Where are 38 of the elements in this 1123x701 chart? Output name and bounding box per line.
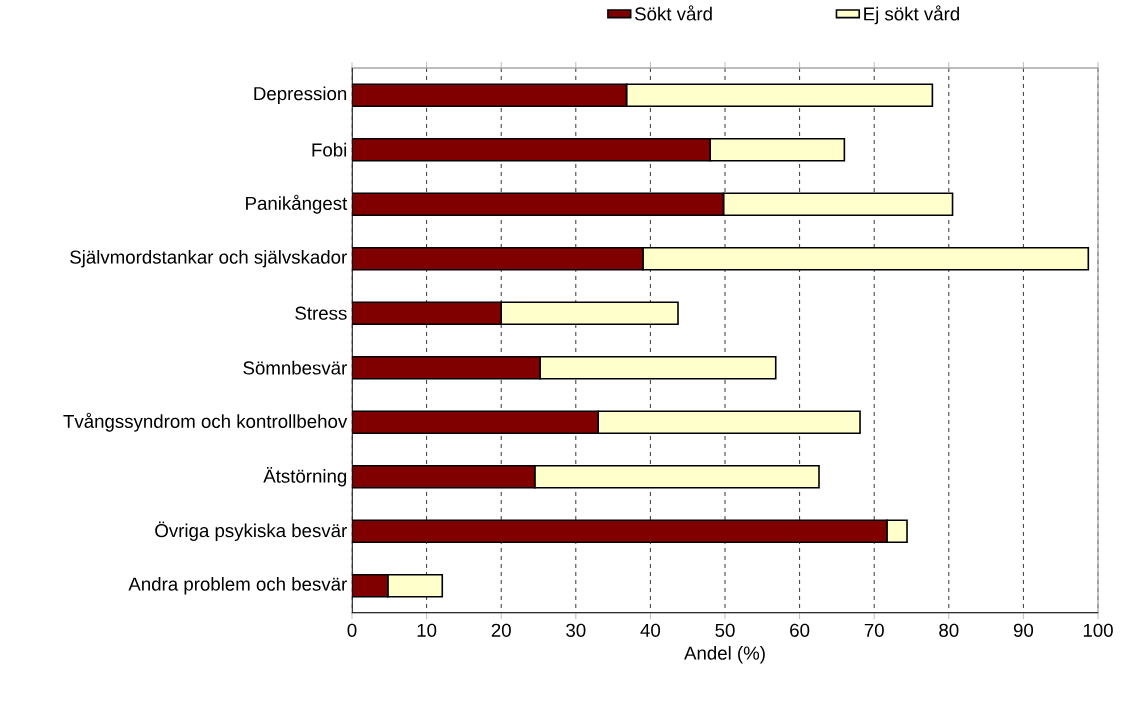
bar — [352, 83, 628, 108]
bar — [352, 246, 644, 271]
x-tick-label: 10 — [417, 623, 437, 637]
x-tick-label: 90 — [1013, 623, 1034, 637]
bar — [533, 464, 820, 489]
y-tick-label: Fobi — [312, 142, 347, 157]
bar — [500, 301, 679, 326]
bar — [352, 519, 888, 544]
bar — [539, 355, 777, 380]
x-tick-label: 80 — [939, 623, 959, 637]
x-tick-label: 20 — [491, 623, 511, 637]
bar — [352, 410, 599, 435]
y-tick-label: Stress — [295, 306, 347, 320]
bar — [597, 410, 861, 435]
x-axis-title: Andel (%) — [684, 646, 765, 664]
y-tick-label: Andra problem och besvär — [128, 577, 347, 595]
bar — [352, 301, 502, 326]
x-tick-label: 40 — [640, 623, 661, 637]
y-tick-label: Depression — [254, 86, 347, 104]
x-tick-label: 0 — [347, 623, 357, 637]
x-tick-label: 30 — [566, 623, 586, 637]
y-tick-label: Självmordstankar och självskador — [70, 250, 347, 268]
bar — [352, 464, 536, 489]
y-tick-label: Sömnbesvär — [243, 360, 347, 375]
y-tick-label: Tvångssyndrom och kontrollbehov — [63, 412, 348, 432]
x-tick-label: 60 — [790, 623, 810, 637]
bar — [709, 137, 846, 162]
x-tick-label: 50 — [715, 623, 735, 637]
y-tick-label: Övriga psykiska besvär — [155, 521, 347, 541]
x-tick-label: 100 — [1083, 623, 1113, 637]
bar — [352, 355, 541, 380]
bar — [352, 192, 725, 217]
bar — [352, 137, 711, 162]
legend-label: Sökt vård — [635, 5, 712, 21]
legend-label: Ej sökt vård — [864, 5, 959, 25]
x-tick-label: 70 — [864, 623, 884, 637]
y-tick-label: Panikångest — [246, 194, 348, 214]
y-tick-label: Ätstörning — [263, 467, 347, 487]
